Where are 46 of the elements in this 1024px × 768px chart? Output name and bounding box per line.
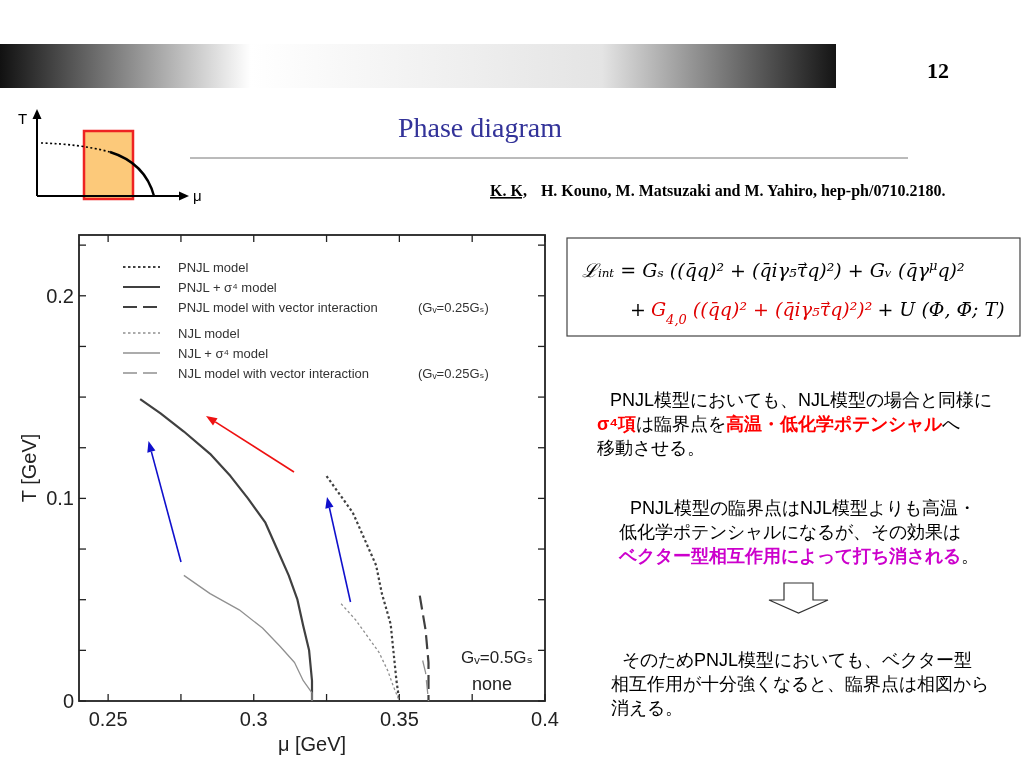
- text: K. K,: [490, 182, 527, 199]
- text: PNJL模型においても、NJL模型の場合と同様に: [610, 390, 993, 410]
- y-tick-label: 0.2: [46, 284, 74, 307]
- line-series: [418, 594, 430, 703]
- text: + U (Φ, Φ̄; T): [877, 298, 1005, 320]
- text: G$_{4,0}$ ((q̄q)² + (q̄iγ₅τ⃗q)²)²: [650, 298, 873, 327]
- text: +: [630, 298, 646, 320]
- line-series: [325, 475, 401, 703]
- legend-label: NJL + σ⁴ model: [178, 346, 269, 361]
- text: そのためPNJL模型においても、ベクター型: [622, 650, 973, 670]
- legend-label: PNJL model: [178, 260, 249, 275]
- x-tick-label: 0.25: [88, 708, 128, 730]
- y-tick-label: 0.1: [46, 487, 74, 510]
- text: は臨界点を: [636, 414, 727, 434]
- x-axis-title: μ [GeV]: [277, 733, 347, 755]
- text: 消える。: [611, 698, 683, 718]
- x-tick-label: 0.3: [239, 708, 268, 730]
- legend-label: PNJL model with vector interaction: [178, 300, 378, 315]
- text: 低化学ポテンシャルになるが、その効果は: [619, 522, 961, 542]
- annotation: (Gᵥ=0.25Gₛ): [418, 366, 489, 381]
- text: ℒᵢₙₜ = Gₛ ((q̄q)² + (q̄iγ₅τ⃗q)²) + Gᵥ (q̄γ$^{μ}$q)²: [582, 257, 965, 281]
- annotation: Gᵥ=0.5Gₛ: [461, 648, 533, 667]
- chart-title: Phase diagram: [397, 112, 563, 143]
- text: 。: [961, 546, 979, 566]
- text: μ: [193, 187, 202, 204]
- line-series: [340, 603, 401, 702]
- legend-label: NJL model with vector interaction: [178, 366, 369, 381]
- annotation: (Gᵥ=0.25Gₛ): [418, 300, 489, 315]
- text: 移動させる。: [597, 438, 705, 458]
- text: ベクター型相互作用によって打ち消される: [618, 546, 961, 566]
- line-series: [183, 574, 313, 702]
- legend-label: NJL model: [178, 326, 240, 341]
- text: T: [18, 110, 28, 127]
- x-tick-label: 0.35: [379, 708, 419, 730]
- y-axis-title: T [GeV]: [18, 433, 40, 503]
- legend-label: PNJL + σ⁴ model: [178, 280, 277, 295]
- text: 相互作用が十分強くなると、臨界点は相図から: [611, 674, 989, 694]
- annotation: none: [471, 674, 513, 694]
- text: へ: [942, 414, 961, 434]
- text: 12: [927, 58, 949, 83]
- y-tick-label: 0: [62, 690, 74, 712]
- text: σ⁴項: [597, 414, 637, 434]
- text: 高温・低化学ポテンシャル: [726, 414, 944, 434]
- x-tick-label: 0.4: [531, 708, 559, 730]
- text: H. Kouno, M. Matsuzaki and M. Yahiro, hep-ph/0710.2180.: [540, 182, 946, 200]
- text: PNJL模型の臨界点はNJL模型よりも高温・: [630, 498, 977, 518]
